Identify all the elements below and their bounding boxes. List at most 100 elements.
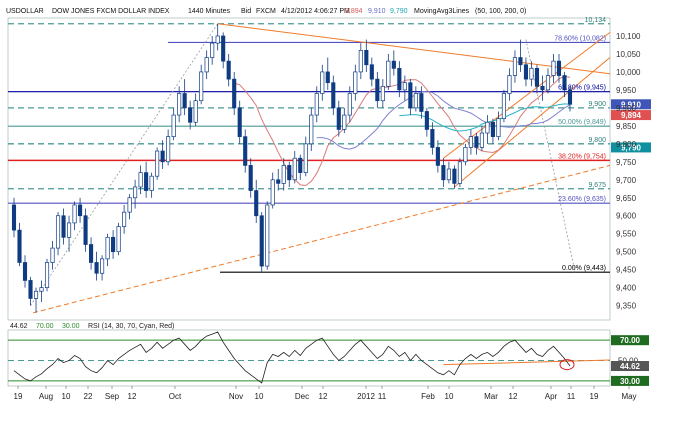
- candle: [342, 107, 347, 134]
- level-label: 9,800: [588, 137, 606, 144]
- candle: [237, 100, 242, 144]
- candle-body: [551, 60, 556, 76]
- candle-body: [177, 93, 182, 116]
- x-tick-label: Mar: [484, 392, 498, 401]
- x-tick-label: 19: [590, 392, 599, 401]
- candle: [402, 75, 407, 101]
- candle: [133, 179, 138, 209]
- header-source: FXCM: [256, 8, 276, 15]
- candle-body: [457, 161, 462, 184]
- price-tick-label: 9,400: [616, 284, 637, 293]
- candle-body: [474, 136, 479, 148]
- candle: [270, 172, 275, 209]
- candle-body: [17, 229, 22, 263]
- candle-body: [545, 75, 551, 91]
- candle: [545, 68, 551, 94]
- level-label: 10,134: [585, 17, 607, 24]
- candle: [309, 107, 314, 152]
- candle-body: [270, 179, 275, 206]
- candle-body: [430, 129, 435, 148]
- candle: [358, 43, 363, 80]
- x-tick-label: Feb: [421, 392, 435, 401]
- candle: [386, 53, 391, 90]
- x-tick-label: 22: [84, 392, 93, 401]
- candle-body: [325, 71, 330, 84]
- header-ma-value-1: 9,894: [345, 8, 363, 15]
- candle: [149, 172, 154, 198]
- fib-swing-line: [30, 23, 219, 306]
- candle: [287, 161, 292, 187]
- header-ma-value-2: 9,910: [368, 8, 386, 15]
- rsi-line: [13, 331, 571, 384]
- candle: [369, 57, 374, 87]
- candle-body: [55, 215, 61, 249]
- candle: [83, 208, 88, 252]
- rsi-trendline: [443, 359, 611, 366]
- candle-body: [512, 57, 518, 76]
- candle-body: [419, 93, 424, 112]
- channel-lower-line: [454, 57, 611, 188]
- candle: [556, 53, 562, 83]
- fib-level-label: 38.20% (9,754): [558, 153, 606, 160]
- candle-body: [254, 190, 259, 217]
- candle: [17, 222, 22, 267]
- header-ma-params: (50, 100, 200, 0): [475, 8, 526, 15]
- candle-body: [100, 258, 105, 274]
- rsi-badge: [611, 375, 649, 386]
- candle-body: [501, 93, 506, 120]
- candle-body: [358, 50, 363, 73]
- x-tick-label: 10: [62, 392, 71, 401]
- x-tick-label: 12: [319, 392, 328, 401]
- candle-body: [226, 60, 231, 80]
- chart-header: USDOLLAR DOW JONES FXCM DOLLAR INDEX 144…: [6, 8, 526, 15]
- price-tick-label: 9,800: [616, 140, 637, 149]
- candle: [89, 237, 94, 270]
- candle: [127, 194, 132, 220]
- candle-body: [441, 165, 446, 181]
- candle: [259, 212, 264, 273]
- header-datetime: 4/12/2012 4:06:27 PM: [281, 8, 350, 15]
- candle: [320, 64, 325, 101]
- candle: [353, 64, 358, 101]
- candle: [567, 86, 573, 112]
- candle: [314, 86, 319, 123]
- candle-body: [138, 172, 143, 188]
- candle-body: [276, 179, 281, 184]
- candle-body: [89, 244, 94, 263]
- candle-body: [386, 60, 391, 87]
- x-tick-label: 19: [14, 392, 23, 401]
- candle: [446, 161, 451, 184]
- candle: [463, 143, 468, 166]
- candle: [534, 64, 540, 94]
- candle-body: [397, 67, 402, 91]
- candle: [11, 197, 17, 238]
- candle-body: [485, 121, 490, 134]
- x-tick-label: 11: [378, 392, 387, 401]
- rsi-header-value: 70.00: [36, 323, 54, 330]
- header-instrument: DOW JONES FXCM DOLLAR INDEX: [52, 8, 170, 15]
- candle-body: [215, 35, 220, 44]
- candle-body: [336, 107, 341, 130]
- candle-body: [567, 89, 573, 105]
- candle-body: [248, 165, 253, 191]
- candle: [144, 161, 149, 198]
- price-tick-label: 10,050: [616, 50, 641, 59]
- candle: [336, 100, 341, 137]
- candle-body: [182, 93, 187, 109]
- candle: [232, 71, 237, 116]
- candle-body: [529, 67, 534, 80]
- candle-body: [232, 78, 237, 109]
- candle-body: [259, 215, 264, 267]
- candle: [540, 75, 545, 101]
- candle-body: [292, 157, 297, 181]
- candle-body: [11, 204, 17, 231]
- x-tick-label: 2012: [357, 392, 375, 401]
- price-tick-label: 9,750: [616, 158, 637, 167]
- candle: [529, 61, 534, 87]
- candle-body: [347, 93, 352, 116]
- price-tick-label: 9,600: [616, 212, 637, 221]
- price-tick-label: 9,350: [616, 302, 637, 311]
- fib-level-label: 78.60% (10,082): [554, 35, 606, 42]
- price-tick-label: 9,550: [616, 230, 637, 239]
- candle-body: [534, 67, 540, 87]
